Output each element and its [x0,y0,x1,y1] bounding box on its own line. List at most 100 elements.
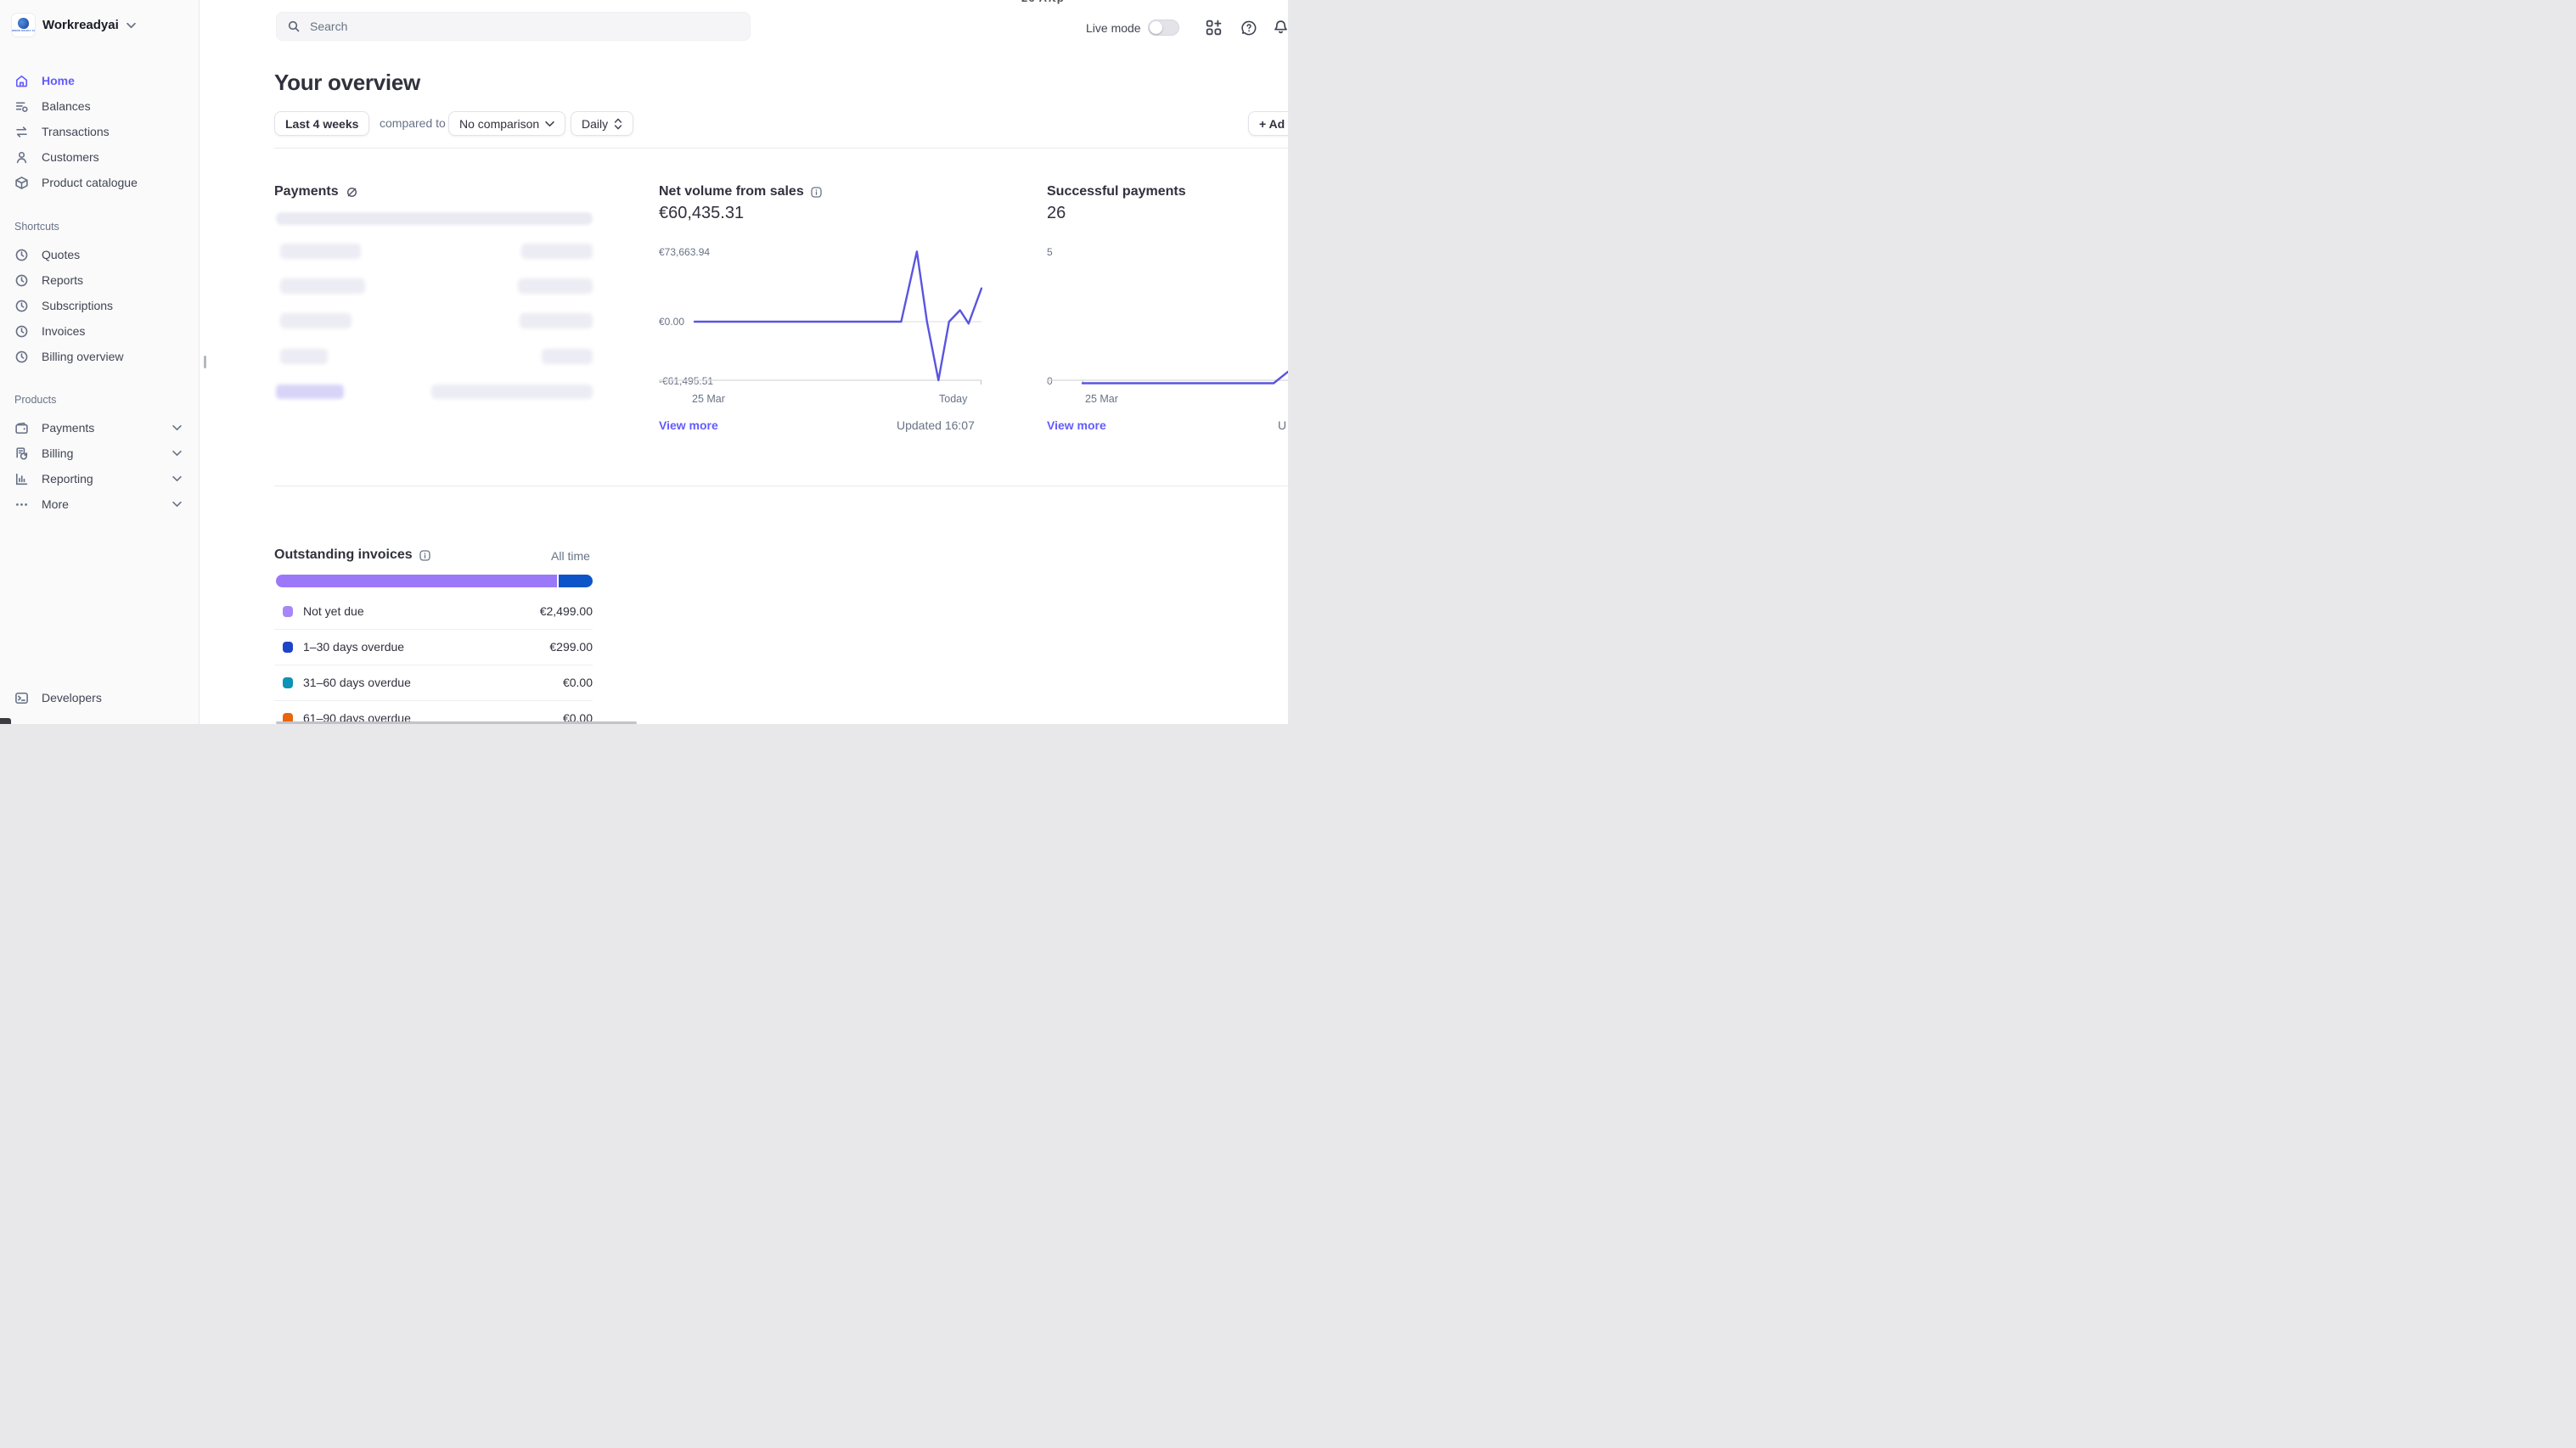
redacted-row-value [542,349,593,364]
sidebar-item-more[interactable]: More [0,491,199,517]
date-range-button[interactable]: Last 4 weeks [274,111,369,136]
date-range-label: Last 4 weeks [285,117,358,131]
sidebar-item-product-catalogue[interactable]: Product catalogue [0,170,199,195]
redacted-updated-text [431,384,593,399]
net-volume-title-row: Net volume from sales [659,184,822,199]
legend-dot [283,677,293,688]
redacted-row-value [520,313,593,328]
outstanding-invoices-title-row: Outstanding invoices [274,547,430,563]
successful-payments-view-more-link[interactable]: View more [1047,418,1106,432]
ellipsis-icon [14,497,29,512]
net-volume-view-more-link[interactable]: View more [659,418,718,432]
invoice-row-31-60-days[interactable]: 31–60 days overdue €0.00 [274,665,593,700]
successful-payments-title-row: Successful payments [1047,184,1186,199]
search-icon [287,20,301,33]
sidebar-item-label: Reporting [42,472,93,485]
sidebar-item-quotes[interactable]: Quotes [0,242,199,267]
redacted-row-label [280,349,328,364]
sidebar-item-reports[interactable]: Reports [0,267,199,293]
sidebar-item-label: Subscriptions [42,299,113,312]
sidebar-item-label: Balances [42,99,91,113]
sidebar-resize-handle[interactable] [204,356,206,368]
info-icon[interactable] [419,550,430,561]
sidebar-item-customers[interactable]: Customers [0,144,199,170]
info-icon[interactable] [811,187,822,198]
legend-dot [283,642,293,653]
sidebar-item-developers[interactable]: Developers [0,685,199,710]
org-switcher[interactable]: WORK READY AI Workreadyai [12,14,136,36]
shortcuts-nav: Quotes Reports Subscriptions Invoices Bi… [0,242,199,369]
sidebar-item-billing[interactable]: Billing [0,441,199,466]
apps-grid-plus-icon[interactable] [1206,20,1222,36]
products-nav: Payments Billing Reporting More [0,415,199,517]
sidebar-item-billing-overview[interactable]: Billing overview [0,344,199,369]
sidebar-item-label: Customers [42,150,99,164]
redacted-view-more-link [276,384,344,399]
sidebar-item-label: Invoices [42,324,85,338]
legend-dot [283,606,293,617]
redacted-row-value [518,278,593,294]
dashboard-screen: WORK READY AI Workreadyai Home Balances … [0,0,1288,724]
toggle-knob [1150,21,1162,34]
bar-segment-1-30-overdue [559,575,593,587]
sidebar-item-label: Reports [42,273,83,287]
invoice-row-not-yet-due[interactable]: Not yet due €2,499.00 [274,593,593,629]
wallet-icon [14,421,29,435]
sidebar-item-balances[interactable]: Balances [0,93,199,119]
transactions-icon [14,125,29,139]
sidebar-item-invoices[interactable]: Invoices [0,318,199,344]
clock-icon [14,299,29,313]
invoice-row-value: €0.00 [563,676,593,689]
chevron-down-icon [172,450,182,457]
chevron-down-icon [172,501,182,508]
invoice-row-value: €2,499.00 [540,604,593,618]
live-mode-label: Live mode [1086,21,1141,35]
chevron-down-icon [172,475,182,482]
bottom-scrollbar-strip[interactable] [276,721,637,724]
search-bar [276,12,751,41]
sidebar-item-label: Home [42,74,75,87]
customers-icon [14,150,29,165]
invoice-row-1-30-days[interactable]: 1–30 days overdue €299.00 [274,629,593,665]
chevron-down-icon [127,22,136,29]
redacted-summary-bar [276,212,593,225]
net-volume-chart [659,234,982,392]
add-button[interactable]: + Ad [1248,111,1288,136]
payments-card-title: Payments [274,184,339,199]
net-volume-value: €60,435.31 [659,204,744,223]
section-title-shortcuts: Shortcuts [14,221,59,233]
sidebar-item-label: Quotes [42,248,80,261]
help-icon[interactable] [1240,20,1257,36]
eye-off-icon[interactable] [346,186,358,199]
live-mode-toggle[interactable] [1148,20,1179,36]
chevron-down-icon [545,121,554,127]
sidebar-item-label: Developers [42,691,102,704]
terminal-icon [14,691,29,705]
invoice-row-label: 1–30 days overdue [303,640,404,654]
org-logo: WORK READY AI [12,14,35,36]
chevron-down-icon [172,424,182,431]
notifications-bell-icon[interactable] [1273,20,1288,36]
comparison-select[interactable]: No comparison [448,111,565,136]
org-logo-head-icon [18,18,29,29]
redacted-row-label [280,244,361,259]
sidebar-item-reporting[interactable]: Reporting [0,466,199,491]
invoice-row-61-90-days[interactable]: 61–90 days overdue €0.00 [274,700,593,724]
sidebar-item-subscriptions[interactable]: Subscriptions [0,293,199,318]
sidebar-item-home[interactable]: Home [0,68,199,93]
search-input[interactable] [308,19,740,34]
x-label-start: 25 Mar [692,393,725,405]
header-divider [274,148,1288,149]
granularity-select[interactable]: Daily [571,111,633,136]
successful-payments-title: Successful payments [1047,184,1186,199]
bar-chart-icon [14,472,29,486]
invoices-stacked-bar [276,575,593,587]
invoice-row-value: €299.00 [549,640,593,654]
sidebar-item-payments[interactable]: Payments [0,415,199,441]
sidebar-item-transactions[interactable]: Transactions [0,119,199,144]
sidebar-item-label: Billing overview [42,350,123,363]
comparison-value: No comparison [459,117,539,131]
redacted-row-label [280,313,352,328]
org-name: Workreadyai [42,18,119,32]
x-label-end: Today [939,393,967,405]
